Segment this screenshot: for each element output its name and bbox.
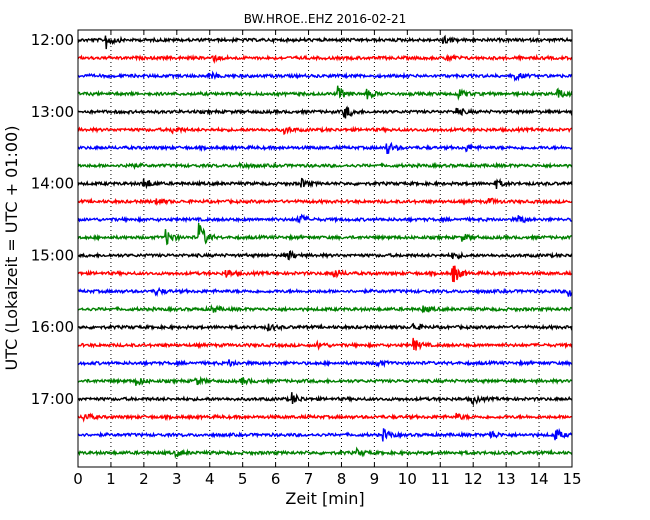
x-tick-label: 12 bbox=[464, 470, 483, 488]
y-tick-label: 12:00 bbox=[31, 31, 74, 49]
trace-1715 bbox=[77, 412, 573, 423]
trace-1745 bbox=[77, 446, 573, 459]
grid bbox=[110, 30, 540, 467]
y-tick-label: 14:00 bbox=[31, 175, 74, 193]
trace-1445 bbox=[77, 223, 573, 246]
trace-1200 bbox=[77, 34, 573, 50]
x-tick-label: 4 bbox=[205, 470, 215, 488]
x-tick-label: 2 bbox=[139, 470, 149, 488]
x-tick-label: 10 bbox=[398, 470, 417, 488]
trace-1245 bbox=[77, 85, 573, 101]
x-tick-label: 6 bbox=[271, 470, 281, 488]
x-tick-label: 3 bbox=[172, 470, 182, 488]
traces bbox=[77, 34, 573, 459]
y-axis-label: UTC (Lokalzeit = UTC + 01:00) bbox=[2, 126, 21, 371]
x-tick-label: 13 bbox=[497, 470, 516, 488]
x-tick-label: 15 bbox=[562, 470, 581, 488]
trace-1630 bbox=[77, 358, 573, 368]
chart-title: BW.HROE..EHZ 2016-02-21 bbox=[244, 12, 407, 26]
trace-1330 bbox=[77, 141, 573, 155]
x-tick-label: 11 bbox=[431, 470, 450, 488]
x-axis-label: Zeit [min] bbox=[285, 489, 364, 508]
trace-1515 bbox=[77, 265, 573, 283]
trace-1730 bbox=[77, 427, 573, 442]
x-tick-label: 1 bbox=[106, 470, 116, 488]
trace-1530 bbox=[77, 286, 573, 298]
plot-frame bbox=[77, 29, 573, 468]
trace-1430 bbox=[77, 213, 573, 224]
y-tick-label: 13:00 bbox=[31, 103, 74, 121]
y-tick-label: 17:00 bbox=[31, 390, 74, 408]
trace-1600 bbox=[77, 322, 573, 332]
y-tick-label: 16:00 bbox=[31, 318, 74, 336]
trace-1645 bbox=[77, 375, 573, 386]
trace-1400 bbox=[77, 177, 573, 190]
trace-1300 bbox=[77, 105, 573, 119]
x-tick-label: 7 bbox=[304, 470, 314, 488]
x-axis: 0 1 2 3 4 5 6 7 8 9 10 11 12 13 14 15 bbox=[73, 30, 582, 488]
trace-1345 bbox=[77, 161, 573, 171]
trace-1230 bbox=[77, 70, 573, 82]
trace-1615 bbox=[77, 337, 573, 351]
y-tick-label: 15:00 bbox=[31, 246, 74, 264]
trace-1315 bbox=[77, 125, 573, 136]
trace-1545 bbox=[77, 303, 573, 314]
x-tick-label: 9 bbox=[370, 470, 380, 488]
x-tick-label: 14 bbox=[530, 470, 549, 488]
x-tick-label: 8 bbox=[337, 470, 347, 488]
trace-1700 bbox=[77, 392, 573, 407]
trace-1500 bbox=[77, 249, 573, 261]
x-tick-label: 5 bbox=[238, 470, 248, 488]
trace-1415 bbox=[77, 197, 573, 207]
trace-1215 bbox=[77, 53, 573, 64]
y-axis: 12:00 13:00 14:00 15:00 16:00 17:00 bbox=[31, 31, 572, 408]
x-tick-label: 0 bbox=[73, 470, 83, 488]
